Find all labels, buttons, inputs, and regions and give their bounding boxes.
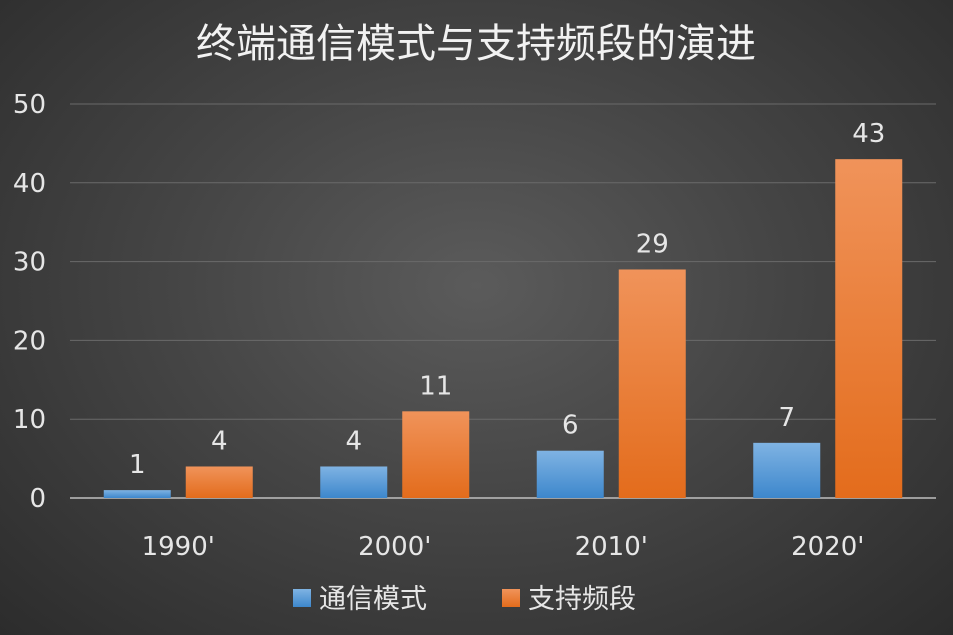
bars: 1 4 4 11 6 29 7 43 <box>103 119 903 498</box>
y-tick-label: 40 <box>13 169 46 199</box>
bar <box>536 450 604 498</box>
legend-item: 支持频段 <box>502 584 636 615</box>
y-tick-label: 0 <box>29 484 46 514</box>
data-label: 43 <box>852 119 885 149</box>
x-tick-label: 1990' <box>142 532 215 562</box>
legend-swatch <box>293 589 311 607</box>
y-axis: 0 10 20 30 40 50 <box>13 90 46 514</box>
data-label: 6 <box>562 411 579 441</box>
bar <box>185 466 253 498</box>
data-label: 29 <box>636 229 669 259</box>
y-tick-label: 20 <box>13 326 46 356</box>
bar <box>618 269 686 498</box>
y-tick-label: 50 <box>13 90 46 120</box>
chart-title: 终端通信模式与支持频段的演进 <box>196 21 756 67</box>
bar <box>753 442 821 498</box>
data-label: 4 <box>211 426 228 456</box>
legend-label: 通信模式 <box>319 584 427 615</box>
data-label: 11 <box>419 371 452 401</box>
x-tick-label: 2010' <box>575 532 648 562</box>
x-axis: 1990' 2000' 2010' 2020' <box>142 532 865 562</box>
legend-label: 支持频段 <box>528 584 636 615</box>
x-tick-label: 2020' <box>791 532 864 562</box>
legend-item: 通信模式 <box>293 584 427 615</box>
y-tick-label: 10 <box>13 405 46 435</box>
data-label: 7 <box>778 403 795 433</box>
y-tick-label: 30 <box>13 248 46 278</box>
bar <box>402 411 470 498</box>
legend: 通信模式 支持频段 <box>293 584 636 615</box>
data-label: 1 <box>129 450 146 480</box>
bar <box>320 466 388 498</box>
x-tick-label: 2000' <box>358 532 431 562</box>
gridlines <box>70 103 936 499</box>
bar <box>103 490 171 498</box>
data-label: 4 <box>345 426 362 456</box>
bar <box>835 159 903 498</box>
legend-swatch <box>502 589 520 607</box>
